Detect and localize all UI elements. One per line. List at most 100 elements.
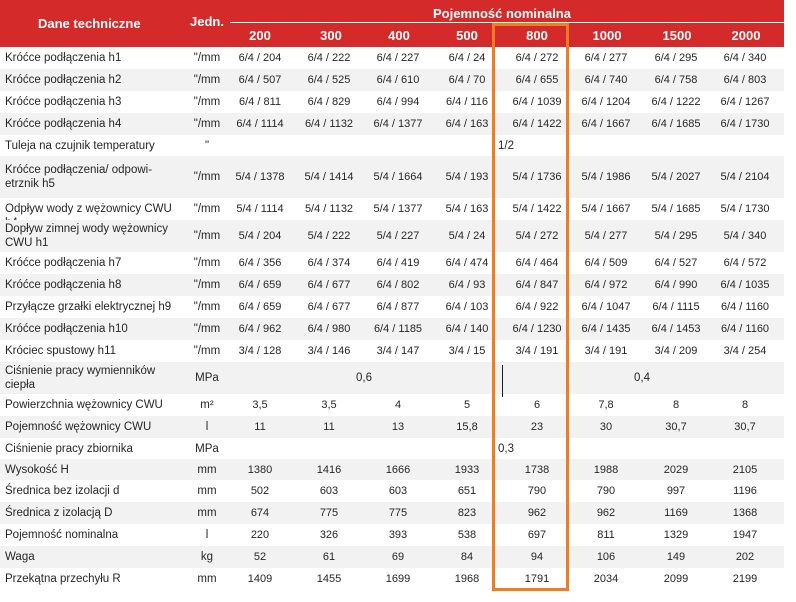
table-cell: 6/4 / 1132 [304, 118, 354, 130]
table-cell: 5/4 / 340 [723, 230, 767, 242]
table-row: Wysokość H mm 1380 1416 1666 1933 1738 1988 2029… [0, 459, 784, 480]
table-cell: 6/4 / 163 [445, 118, 489, 130]
table-cell: 61 [322, 551, 336, 563]
table-cell: 2029 [663, 464, 689, 476]
table-cell: 220 [250, 529, 270, 541]
table-row: Dopływ zimnej wody wężownicy CWU h1 "/mm 5… [0, 220, 784, 252]
column-marker-line [502, 365, 503, 397]
table-cell: 5/4 / 1378 [235, 171, 285, 183]
row-unit: "/mm [193, 301, 221, 313]
table-cell: 3/4 / 128 [238, 345, 282, 357]
table-cell: 6/4 / 93 [448, 279, 486, 291]
table-cell: 6/4 / 659 [238, 279, 282, 291]
table-cell: 1455 [316, 573, 342, 585]
row-label: Króćce podłączenia h8 [5, 279, 122, 291]
merged-cell: 1/2 [498, 140, 514, 152]
table-cell: 5/4 / 227 [376, 230, 420, 242]
table-cell: 6/4 / 1160 [720, 323, 770, 335]
row-label: Ciśnienie pracy wymienników ciepła [5, 365, 156, 391]
table-cell: 6/4 / 1160 [720, 301, 770, 313]
table-row: Pojemność nominalna l 220 326 393 538 697 811 13… [0, 524, 784, 546]
table-cell: 3/4 / 15 [448, 345, 486, 357]
table-cell: 6/4 / 295 [654, 52, 698, 64]
row-label: Króćce podłączenia h4 [5, 118, 122, 130]
table-header: Dane techniczne Jedn. Pojemność nominaln… [0, 0, 784, 47]
merged-cell: 0,4 [634, 372, 650, 384]
table-row: Ciśnienie pracy wymienników ciepła MPa 0,6… [0, 362, 784, 394]
table-cell: 6/4 / 140 [445, 323, 489, 335]
row-unit: l [205, 529, 209, 541]
table-cell: 5/4 / 1664 [373, 171, 423, 183]
table-cell: 6/4 / 1377 [373, 118, 423, 130]
table-cell: 790 [527, 485, 547, 497]
row-unit: "/mm [193, 345, 221, 357]
table-cell: 6/4 / 340 [723, 52, 767, 64]
table-cell: 6/4 / 1667 [581, 118, 631, 130]
column-header-200: 200 [249, 28, 271, 43]
table-cell: 5/4 / 163 [445, 203, 489, 215]
table-row: Pojemność wężownicy CWU l 11 11 13 15,8 23 30 30… [0, 416, 784, 438]
table-cell: 3,5 [321, 399, 337, 411]
row-unit: MPa [195, 372, 219, 384]
table-row: Króćce podłączenia h8 "/mm 6/4 / 659 6/4 / … [0, 274, 784, 296]
table-cell: 6/4 / 980 [307, 323, 351, 335]
table-cell: 502 [250, 485, 270, 497]
row-label: Waga [5, 551, 35, 563]
table-cell: 6/4 / 740 [584, 74, 628, 86]
table-cell: 1416 [316, 464, 342, 476]
table-row: Ciśnienie pracy zbiornika MPa 0,3 [0, 438, 784, 459]
table-cell: 5/4 / 1685 [651, 203, 701, 215]
row-unit: l [205, 421, 209, 433]
table-row: Przekątna przechyłu R mm 1409 1455 1699 1968 1… [0, 568, 784, 590]
table-cell: 84 [460, 551, 474, 563]
table-cell: 1380 [247, 464, 273, 476]
table-cell: 69 [391, 551, 405, 563]
table-cell: 775 [319, 507, 339, 519]
table-cell: 5/4 / 2027 [651, 171, 701, 183]
table-cell: 6/4 / 990 [654, 279, 698, 291]
table-cell: 6/4 / 1204 [581, 96, 631, 108]
header-divider [230, 22, 784, 23]
table-cell: 651 [457, 485, 477, 497]
row-unit: "/mm [193, 323, 221, 335]
table-row: Króćce podłączenia h10 "/mm 6/4 / 962 6/4 /… [0, 318, 784, 340]
table-cell: 5/4 / 272 [515, 230, 559, 242]
column-header-800: 800 [526, 28, 548, 43]
table-cell: 3/4 / 254 [723, 345, 767, 357]
table-cell: 6/4 / 374 [307, 257, 351, 269]
table-cell: 3/4 / 146 [307, 345, 351, 357]
row-unit: "/mm [193, 230, 221, 242]
table-cell: 23 [530, 421, 544, 433]
table-row: Powierzchnia wężownicy CWU m² 3,5 3,5 4 5 6 7,8… [0, 394, 784, 416]
table-cell: 1368 [732, 507, 758, 519]
table-cell: 1988 [593, 464, 619, 476]
table-cell: 1169 [664, 507, 688, 519]
table-cell: 202 [735, 551, 755, 563]
table-cell: 6/4 / 272 [515, 52, 559, 64]
table-cell: 775 [388, 507, 408, 519]
table-cell: 6/4 / 572 [723, 257, 767, 269]
table-row: Króćce podłączenia h1 "/mm 6/4 / 204 6/4 / … [0, 47, 784, 69]
table-cell: 2099 [663, 573, 689, 585]
table-cell: 326 [319, 529, 339, 541]
table-cell: 15,8 [456, 421, 478, 433]
table-cell: 1666 [385, 464, 411, 476]
row-label: Króćce podłączenia/ odpowi-etrznik h5 [5, 164, 153, 190]
column-header-1000: 1000 [592, 28, 622, 43]
table-cell: 603 [319, 485, 339, 497]
table-cell: 6/4 / 277 [584, 52, 628, 64]
table-cell: 13 [391, 421, 405, 433]
table-row: Króćce podłączenia h3 "/mm 6/4 / 811 6/4 / … [0, 91, 784, 113]
table-cell: 2034 [593, 573, 619, 585]
table-cell: 5/4 / 1986 [581, 171, 631, 183]
table-cell: 6/4 / 464 [515, 257, 559, 269]
table-cell: 6/4 / 1115 [652, 301, 700, 313]
row-label: Dopływ zimnej wody wężownicy CWU h1 [5, 223, 168, 249]
table-cell: 8 [672, 399, 680, 411]
table-cell: 6/4 / 222 [307, 52, 351, 64]
column-header-500: 500 [456, 28, 478, 43]
row-unit: " [204, 140, 210, 152]
table-cell: 5/4 / 1414 [304, 171, 354, 183]
merged-cell: 0,6 [356, 372, 372, 384]
row-label: Króćce podłączenia h1 [5, 52, 122, 64]
